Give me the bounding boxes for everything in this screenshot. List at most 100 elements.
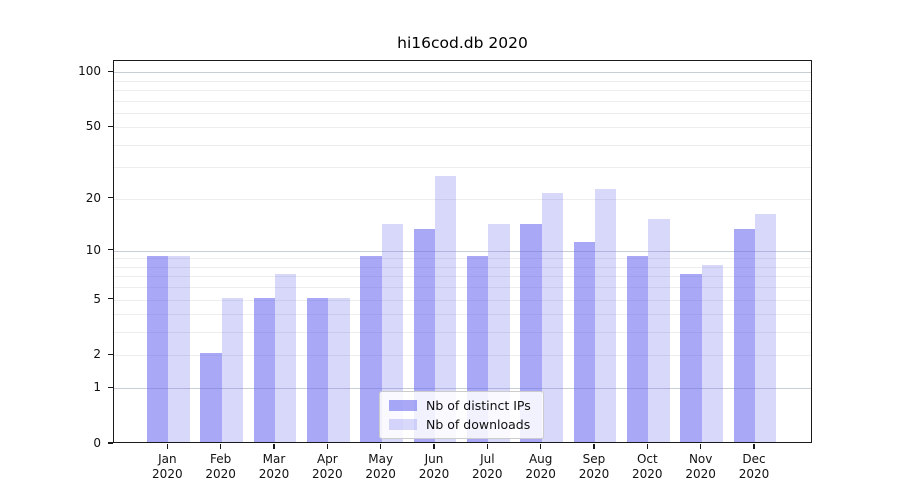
x-tick-label-apr: Apr 2020 — [295, 452, 359, 482]
x-tick-label-feb: Feb 2020 — [189, 452, 253, 482]
x-tick-mark-jan — [166, 443, 168, 449]
bar-ips-oct — [626, 256, 649, 442]
bar-downloads-apr — [328, 297, 350, 442]
x-tick-label-oct: Oct 2020 — [615, 452, 679, 482]
x-tick-month: Dec — [742, 452, 766, 466]
x-tick-month: Jan — [158, 452, 177, 466]
y-tick-mark-10 — [107, 249, 113, 251]
y-tick-mark-5 — [107, 297, 113, 300]
x-tick-month: May — [368, 452, 394, 466]
y-tick-label-1: 1 — [93, 380, 101, 395]
y-tick-mark-2 — [107, 353, 113, 356]
x-tick-year: 2020 — [365, 467, 396, 481]
gridline-minor-8 — [114, 266, 811, 268]
gridline-minor-5 — [114, 299, 811, 301]
bar-ips-apr — [306, 297, 329, 442]
bar-ips-aug — [520, 223, 542, 442]
x-tick-label-jul: Jul 2020 — [455, 452, 519, 482]
bar-ips-jun — [413, 229, 435, 442]
y-tick-mark-20 — [107, 197, 113, 199]
bar-downloads-jul — [488, 223, 510, 442]
gridline-minor-20 — [114, 198, 811, 200]
x-tick-month: Oct — [636, 452, 658, 466]
gridline-minor-9 — [114, 258, 811, 260]
bar-downloads-may — [381, 223, 403, 442]
chart-title: hi16cod.db 2020 — [397, 34, 528, 52]
x-tick-label-aug: Aug 2020 — [509, 452, 573, 482]
x-tick-year: 2020 — [258, 467, 290, 481]
x-tick-mark-feb — [220, 443, 222, 449]
bar-downloads-jun — [434, 176, 457, 442]
bar-ips-jan — [147, 256, 169, 442]
bar-ips-dec — [733, 229, 755, 442]
x-tick-month: Nov — [688, 452, 713, 466]
x-tick-mark-nov — [700, 443, 702, 449]
gridline-minor-80 — [114, 89, 811, 91]
legend-item-distinct-ips: Nb of distinct IPs — [389, 398, 531, 413]
y-tick-mark-1 — [107, 386, 113, 388]
x-tick-month: Sep — [582, 452, 606, 466]
bar-downloads-aug — [541, 192, 563, 442]
gridline-major-100 — [114, 72, 811, 74]
gridline-minor-6 — [114, 287, 811, 289]
y-tick-label-100: 100 — [78, 64, 101, 79]
x-tick-month: Jun — [424, 452, 444, 466]
bar-downloads-sep — [594, 189, 617, 442]
x-tick-mark-may — [380, 443, 382, 449]
x-tick-year: 2020 — [632, 467, 663, 481]
legend-swatch-downloads — [389, 419, 417, 430]
gridline-minor-3 — [114, 332, 811, 334]
gridline-minor-90 — [114, 80, 811, 82]
x-tick-mark-jun — [433, 443, 435, 449]
x-tick-year: 2020 — [578, 467, 610, 481]
x-tick-year: 2020 — [418, 467, 450, 481]
x-tick-year: 2020 — [152, 467, 183, 481]
y-tick-label-50: 50 — [85, 119, 101, 134]
x-tick-mark-mar — [273, 443, 275, 449]
x-tick-month: Feb — [210, 452, 232, 466]
x-tick-mark-aug — [540, 443, 542, 449]
legend-label-distinct-ips: Nb of distinct IPs — [426, 398, 531, 413]
gridline-major-1 — [114, 388, 811, 390]
x-tick-year: 2020 — [312, 467, 343, 481]
y-tick-mark-100 — [107, 70, 113, 72]
bar-ips-mar — [253, 297, 275, 442]
gridline-minor-7 — [114, 276, 811, 278]
x-tick-mark-jul — [486, 443, 488, 449]
x-tick-label-jun: Jun 2020 — [402, 452, 466, 482]
bar-downloads-jan — [168, 256, 190, 442]
legend-label-downloads: Nb of downloads — [426, 417, 531, 432]
x-tick-month: Jul — [480, 452, 495, 466]
y-tick-label-0: 0 — [93, 436, 101, 450]
y-tick-label-10: 10 — [85, 242, 101, 257]
gridline-minor-2 — [114, 355, 811, 357]
gridline-minor-50 — [114, 127, 811, 129]
x-tick-mark-dec — [753, 443, 755, 449]
bar-ips-may — [360, 256, 382, 442]
y-tick-label-20: 20 — [85, 190, 101, 205]
x-tick-year: 2020 — [525, 467, 556, 481]
x-tick-label-nov: Nov 2020 — [669, 452, 733, 482]
legend: Nb of distinct IPs Nb of downloads — [379, 391, 544, 439]
x-tick-label-may: May 2020 — [349, 452, 413, 482]
x-tick-month: Mar — [262, 452, 286, 466]
x-tick-mark-oct — [646, 443, 648, 449]
bar-downloads-feb — [221, 297, 243, 442]
legend-swatch-distinct-ips — [389, 400, 417, 411]
bar-downloads-mar — [274, 274, 297, 442]
gridline-minor-70 — [114, 100, 811, 102]
x-tick-label-dec: Dec 2020 — [722, 452, 786, 482]
x-tick-label-sep: Sep 2020 — [562, 452, 626, 482]
x-tick-mark-sep — [593, 443, 595, 449]
gridline-minor-60 — [114, 112, 811, 114]
gridline-minor-4 — [114, 314, 811, 316]
bar-downloads-oct — [648, 218, 670, 442]
x-tick-year: 2020 — [738, 467, 770, 481]
x-tick-label-mar: Mar 2020 — [242, 452, 306, 482]
y-tick-mark-50 — [107, 125, 113, 127]
bar-ips-feb — [200, 353, 222, 442]
y-tick-label-5: 5 — [93, 291, 101, 306]
bar-downloads-dec — [754, 213, 777, 442]
bar-downloads-nov — [701, 264, 723, 442]
